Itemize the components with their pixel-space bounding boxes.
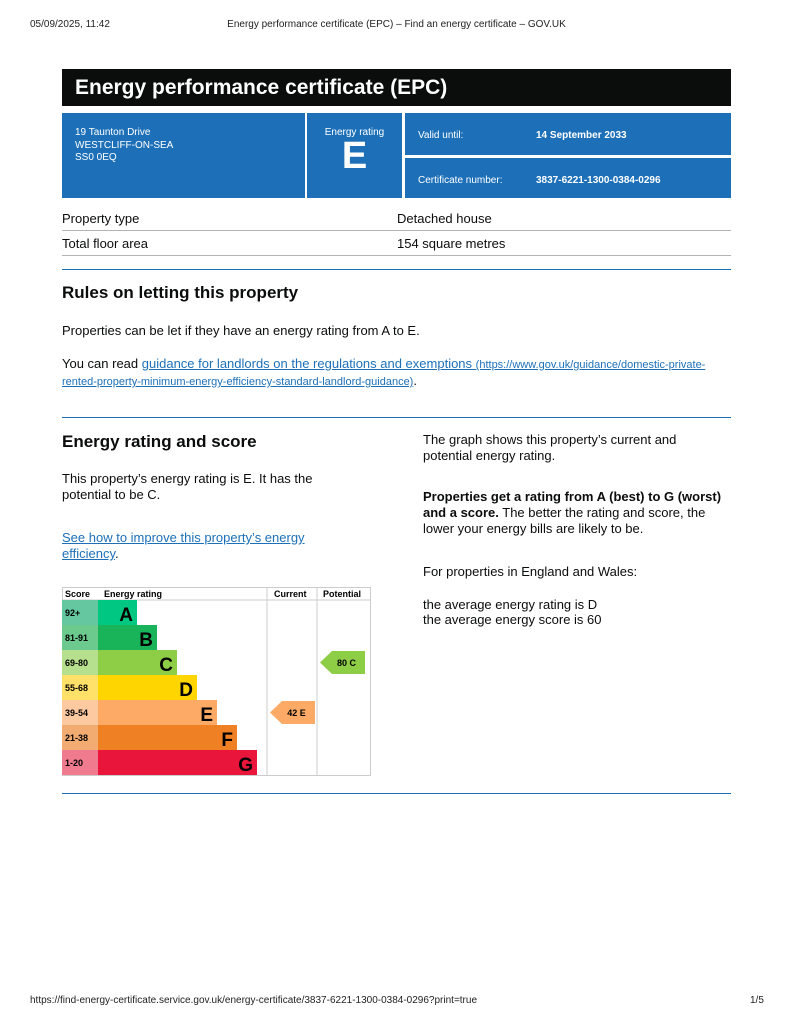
property-type-value: Detached house: [397, 211, 492, 226]
letting-text: Properties can be let if they have an en…: [62, 323, 420, 338]
score-range-label: 69-80: [65, 658, 88, 668]
current-rating-arrow: [270, 701, 315, 724]
rating-bar-A: [98, 600, 137, 625]
score-cell-F: [62, 725, 98, 750]
guidance-suffix: .: [413, 373, 417, 388]
column-header: Energy rating: [104, 589, 162, 599]
print-title: Energy performance certificate (EPC) – F…: [227, 19, 566, 30]
score-cell-C: [62, 650, 98, 675]
score-range-label: 55-68: [65, 683, 88, 693]
divider: [62, 269, 731, 270]
print-page: 1/5: [750, 995, 764, 1006]
score-heading: Energy rating and score: [62, 432, 257, 451]
rating-letter-F: F: [221, 730, 233, 751]
potential-rating-label: 80 C: [337, 658, 357, 668]
valid-until-label: Valid until:: [418, 130, 464, 141]
rating-letter-C: C: [159, 655, 173, 676]
page-title: Energy performance certificate (EPC): [75, 76, 448, 99]
energy-rating-box: Energy rating E: [307, 113, 402, 198]
energy-rating-chart: Score Energy rating Current Potential 92+ A 81…: [62, 587, 371, 776]
rating-letter-G: G: [238, 755, 253, 776]
floor-area-row: Total floor area 154 square metres: [62, 231, 731, 256]
score-cell-A: [62, 600, 98, 625]
score-cell-E: [62, 700, 98, 725]
rating-letter-B: B: [139, 630, 153, 651]
divider: [62, 793, 731, 794]
rating-bar-D: [98, 675, 197, 700]
potential-rating-arrow: [320, 651, 365, 674]
current-rating-label: 42 E: [287, 708, 306, 718]
certificate-number-value: 3837-6221-1300-0384-0296: [536, 175, 661, 186]
column-header: Score: [65, 589, 90, 599]
valid-until-value: 14 September 2033: [536, 130, 627, 141]
rating-letter-A: A: [119, 605, 133, 626]
rating-letter-E: E: [200, 705, 213, 726]
property-type-label: Property type: [62, 211, 140, 226]
average-score: the average energy score is 60: [423, 612, 602, 627]
page-title-bar: Energy performance certificate (EPC): [62, 69, 731, 106]
letting-guidance: You can read guidance for landlords on t…: [62, 356, 722, 390]
print-url: https://find-energy-certificate.service.…: [30, 995, 478, 1006]
address-line: 19 Taunton Drive: [75, 127, 151, 138]
divider: [62, 417, 731, 418]
column-header: Current: [274, 589, 307, 599]
rating-bar-F: [98, 725, 237, 750]
certificate-number-box: Certificate number: 3837-6221-1300-0384-…: [405, 158, 731, 198]
address-line: WESTCLIFF-ON-SEA: [75, 139, 174, 151]
floor-area-value: 154 square metres: [397, 236, 506, 251]
improve-efficiency-link[interactable]: See how to improve this property’s energ…: [62, 530, 305, 561]
score-range-label: 21-38: [65, 733, 88, 743]
improve-paragraph: See how to improve this property’s energ…: [62, 530, 305, 561]
column-header: Potential: [323, 589, 361, 599]
property-type-row: Property type Detached house: [62, 206, 731, 231]
rating-bar-G: [98, 750, 257, 775]
score-cell-G: [62, 750, 98, 775]
england-wales-text: For properties in England and Wales:: [423, 564, 638, 579]
address-box: 19 Taunton Drive WESTCLIFF-ON-SEA SS0 0E…: [62, 113, 305, 198]
energy-rating-value: E: [341, 135, 368, 177]
rating-explanation: Properties get a rating from A (best) to…: [423, 489, 722, 536]
graph-description: The graph shows this property’s current …: [423, 432, 677, 463]
valid-until-box: Valid until: 14 September 2033: [405, 113, 731, 155]
landlord-guidance-link[interactable]: guidance for landlords on the regulation…: [62, 356, 706, 388]
score-cell-D: [62, 675, 98, 700]
print-datetime: 05/09/2025, 11:42: [30, 19, 110, 30]
energy-rating-label: Energy rating: [324, 127, 385, 138]
score-range-label: 92+: [65, 608, 80, 618]
floor-area-label: Total floor area: [62, 236, 148, 251]
score-range-label: 81-91: [65, 633, 88, 643]
average-rating: the average energy rating is D: [423, 597, 598, 612]
score-range-label: 39-54: [65, 708, 88, 718]
rating-bar-B: [98, 625, 157, 650]
rating-bar-C: [98, 650, 177, 675]
score-cell-B: [62, 625, 98, 650]
rating-bar-E: [98, 700, 217, 725]
certificate-number-label: Certificate number:: [418, 175, 503, 186]
letting-heading: Rules on letting this property: [62, 283, 299, 302]
score-text: This property’s energy rating is E. It h…: [62, 471, 313, 502]
guidance-prefix: You can read: [62, 356, 142, 371]
address-line: SS0 0EQ: [75, 152, 117, 163]
score-range-label: 1-20: [65, 758, 83, 768]
rating-letter-D: D: [179, 680, 193, 701]
